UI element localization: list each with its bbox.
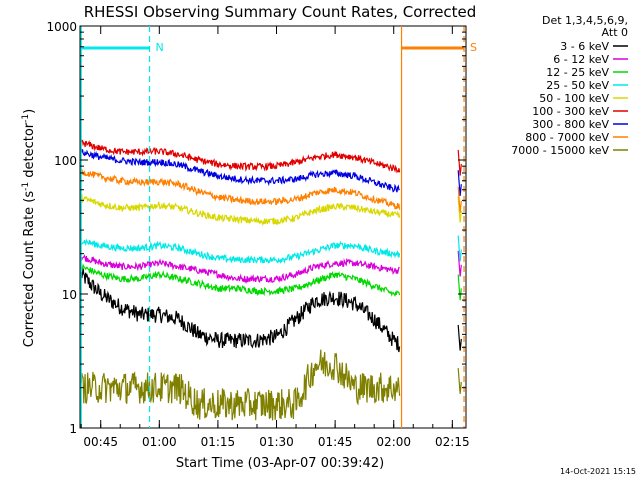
- x-tick-label: 01:15: [201, 435, 236, 449]
- marker-label: N: [156, 41, 164, 54]
- x-axis-label: Start Time (03-Apr-07 00:39:42): [176, 456, 384, 471]
- series-0: [80, 268, 462, 353]
- series-6: [80, 148, 462, 196]
- series-line: [80, 254, 400, 284]
- x-tick-label: 02:00: [376, 435, 411, 449]
- y-tick-label: 10: [62, 288, 77, 302]
- marker-label: S: [470, 41, 477, 54]
- series-8: [80, 349, 462, 421]
- series-line: [81, 238, 401, 265]
- x-tick-label: 01:30: [259, 435, 294, 449]
- series-3: [81, 235, 462, 265]
- legend-label: 800 - 7000 keV: [525, 131, 609, 144]
- legend-label: 12 - 25 keV: [546, 66, 609, 79]
- series-fragment: [457, 235, 462, 262]
- series-line: [80, 193, 401, 227]
- series-7: [80, 169, 462, 213]
- series-fragment: [457, 324, 462, 351]
- series-fragment: [457, 186, 462, 213]
- legend-title: Att 0: [602, 26, 628, 39]
- legend-label: 300 - 800 keV: [532, 118, 609, 131]
- series-fragment: [457, 368, 462, 394]
- y-axis-label: Corrected Count Rate (s-1 detector-1): [21, 109, 37, 347]
- series-line: [80, 349, 401, 421]
- y-tick-label: 1: [69, 422, 77, 436]
- series-line: [80, 169, 401, 210]
- legend-label: 25 - 50 keV: [546, 79, 609, 92]
- plot-frame: [79, 25, 467, 429]
- legend-label: 50 - 100 keV: [539, 92, 609, 105]
- series-1: [80, 250, 462, 284]
- x-tick-label: 01:00: [142, 435, 177, 449]
- series-fragment: [457, 274, 462, 301]
- series-fragment: [457, 196, 462, 223]
- series-fragment: [457, 170, 462, 196]
- series-2: [80, 263, 462, 301]
- series-line: [80, 268, 401, 353]
- series-line: [80, 263, 401, 297]
- series-fragment: [457, 149, 462, 176]
- timestamp: 14-Oct-2021 15:15: [560, 467, 636, 476]
- legend-label: 100 - 300 keV: [532, 105, 609, 118]
- chart-title: RHESSI Observing Summary Count Rates, Co…: [84, 3, 477, 21]
- series-line: [80, 148, 400, 193]
- legend-label: 7000 - 15000 keV: [511, 144, 609, 157]
- x-tick-label: 02:15: [435, 435, 470, 449]
- legend-label: 6 - 12 keV: [553, 53, 609, 66]
- marker-N: N: [80, 26, 164, 428]
- x-tick-label: 00:45: [83, 435, 118, 449]
- y-tick-label: 1000: [46, 20, 77, 34]
- series-fragment: [457, 250, 462, 277]
- y-tick-label: 100: [54, 154, 77, 168]
- x-tick-label: 01:45: [318, 435, 353, 449]
- series-5: [80, 139, 462, 176]
- marker-S: S: [400, 26, 477, 428]
- series-4: [80, 193, 462, 227]
- axis-layer: 1 10 100 1000 00:45 01:00 01:15 01:30 01:45 02:00…: [46, 20, 469, 449]
- legend-label: 3 - 6 keV: [560, 40, 609, 53]
- series-line: [80, 139, 401, 174]
- legend-title: Det 1,3,4,5,6,9,: [542, 14, 628, 27]
